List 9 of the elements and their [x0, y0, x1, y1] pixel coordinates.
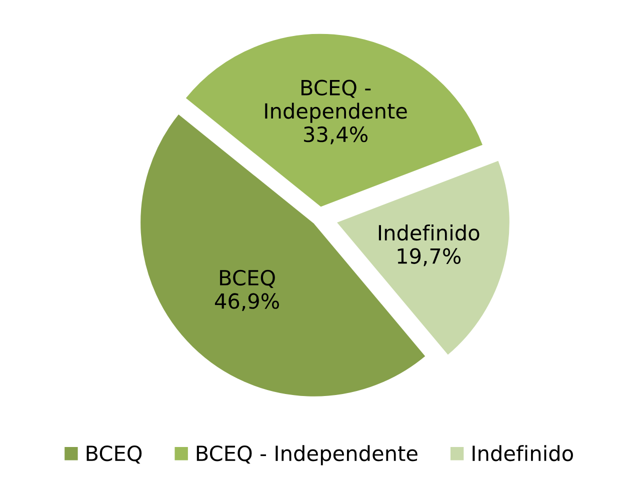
data-label: 33,4% [304, 126, 368, 144]
data-label: 46,9% [214, 293, 279, 312]
data-label: 19,7% [398, 248, 461, 266]
slice-label: Indefinido [378, 224, 480, 241]
legend-label: BCEQ - Independente [196, 445, 418, 466]
legend-label: BCEQ [86, 445, 142, 464]
legend-label: Indefinido [472, 445, 573, 462]
slice-label: BCEQ [220, 270, 275, 288]
slice-label: BCEQ - Independente [265, 80, 407, 123]
